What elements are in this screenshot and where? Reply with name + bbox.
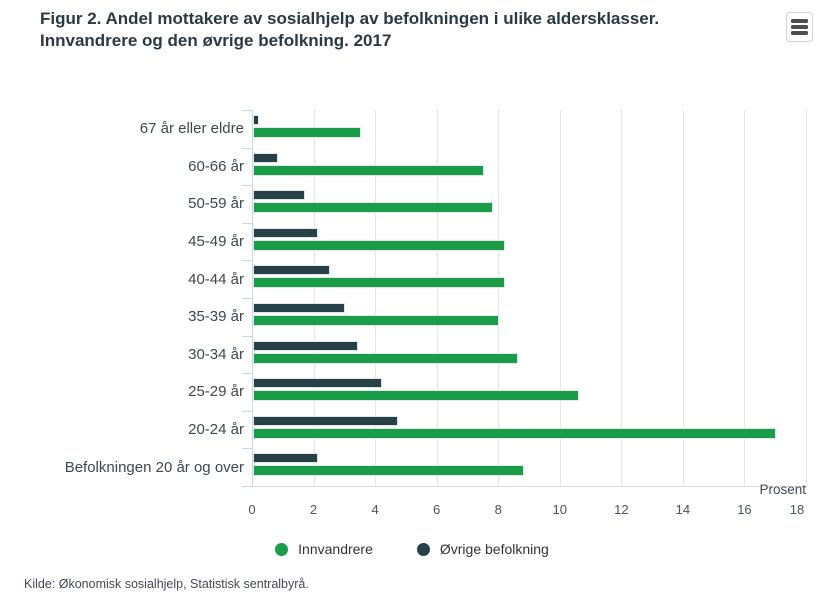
gridline-2 <box>313 110 315 486</box>
category-label-20-24-ar: 20-24 år <box>188 421 244 439</box>
category-tick <box>242 336 253 337</box>
bar-ovrige-befolkning-45-49-ar[interactable] <box>253 228 318 238</box>
legend-item-innvandrere[interactable]: Innvandrere <box>275 541 373 557</box>
gridline-18 <box>806 110 807 486</box>
bar-innvandrere-35-39-ar[interactable] <box>253 315 499 326</box>
gridline-14 <box>682 110 684 486</box>
category-label-60-66-ar: 60-66 år <box>188 157 244 175</box>
category-tick <box>242 448 253 449</box>
legend: Innvandrere Øvrige befolkning <box>0 541 824 557</box>
hamburger-icon <box>791 19 808 35</box>
bar-innvandrere-befolkningen-20-ar-og-over[interactable] <box>253 465 524 476</box>
chart-context-menu-button[interactable] <box>786 12 813 42</box>
bar-innvandrere-60-66-ar[interactable] <box>253 165 484 176</box>
plot-area <box>242 110 807 487</box>
bar-innvandrere-20-24-ar[interactable] <box>253 428 776 439</box>
source-note: Kilde: Økonomisk sosialhjelp, Statistisk… <box>24 577 309 591</box>
bar-ovrige-befolkning-20-24-ar[interactable] <box>253 416 398 426</box>
bar-ovrige-befolkning-25-29-ar[interactable] <box>253 378 382 388</box>
category-label-50-59-ar: 50-59 år <box>188 195 244 213</box>
x-tick-label-10: 10 <box>552 502 567 517</box>
x-tick-label-12: 12 <box>614 502 629 517</box>
gridline-6 <box>436 110 438 486</box>
category-tick <box>242 486 253 487</box>
category-tick <box>242 260 253 261</box>
bar-ovrige-befolkning-60-66-ar[interactable] <box>253 153 278 163</box>
x-tick-label-0: 0 <box>248 502 256 517</box>
category-label-30-34-ar: 30-34 år <box>188 345 244 363</box>
x-tick-label-16: 16 <box>737 502 752 517</box>
bar-innvandrere-25-29-ar[interactable] <box>253 390 579 401</box>
x-tick-label-18: 18 <box>789 502 805 517</box>
gridline-16 <box>744 110 746 486</box>
legend-label: Øvrige befolkning <box>439 541 549 557</box>
legend-item-ovrige-befolkning[interactable]: Øvrige befolkning <box>416 541 549 557</box>
bar-innvandrere-45-49-ar[interactable] <box>253 240 505 251</box>
gridline-8 <box>498 110 500 486</box>
bar-innvandrere-67-ar-eller-eldre[interactable] <box>253 127 361 138</box>
category-tick <box>242 223 253 224</box>
category-tick <box>242 110 253 111</box>
category-label-25-29-ar: 25-29 år <box>188 383 244 401</box>
legend-label: Innvandrere <box>298 541 373 557</box>
x-tick-label-2: 2 <box>309 502 318 517</box>
gridline-10 <box>559 110 561 486</box>
bar-ovrige-befolkning-50-59-ar[interactable] <box>253 190 305 200</box>
category-label-45-49-ar: 45-49 år <box>188 233 244 251</box>
category-label-befolkningen-20-ar-og-over: Befolkningen 20 år og over <box>64 458 244 476</box>
gridline-12 <box>621 110 623 486</box>
chart-title: Figur 2. Andel mottakere av sosialhjelp … <box>40 9 660 51</box>
x-tick-label-6: 6 <box>433 502 441 517</box>
bar-ovrige-befolkning-40-44-ar[interactable] <box>253 265 330 275</box>
bar-ovrige-befolkning-67-ar-eller-eldre[interactable] <box>253 115 259 125</box>
legend-marker-icon <box>275 542 289 556</box>
bar-ovrige-befolkning-befolkningen-20-ar-og-over[interactable] <box>253 453 318 463</box>
category-tick <box>242 411 253 412</box>
bar-innvandrere-40-44-ar[interactable] <box>253 277 505 288</box>
category-tick <box>242 148 253 149</box>
legend-marker-icon <box>416 542 430 556</box>
category-tick <box>242 373 253 374</box>
x-tick-label-14: 14 <box>675 502 691 517</box>
category-label-40-44-ar: 40-44 år <box>188 270 244 288</box>
bar-innvandrere-50-59-ar[interactable] <box>253 202 493 213</box>
bar-ovrige-befolkning-35-39-ar[interactable] <box>253 303 345 313</box>
x-tick-label-8: 8 <box>494 502 502 517</box>
category-tick <box>242 298 253 299</box>
bar-innvandrere-30-34-ar[interactable] <box>253 353 518 364</box>
category-tick <box>242 185 253 186</box>
category-label-67-ar-eller-eldre: 67 år eller eldre <box>139 120 244 138</box>
bar-ovrige-befolkning-30-34-ar[interactable] <box>253 341 358 351</box>
x-axis-title: Prosent <box>759 482 806 497</box>
x-tick-label-4: 4 <box>371 502 379 517</box>
gridline-4 <box>375 110 377 486</box>
category-label-35-39-ar: 35-39 år <box>188 308 244 326</box>
